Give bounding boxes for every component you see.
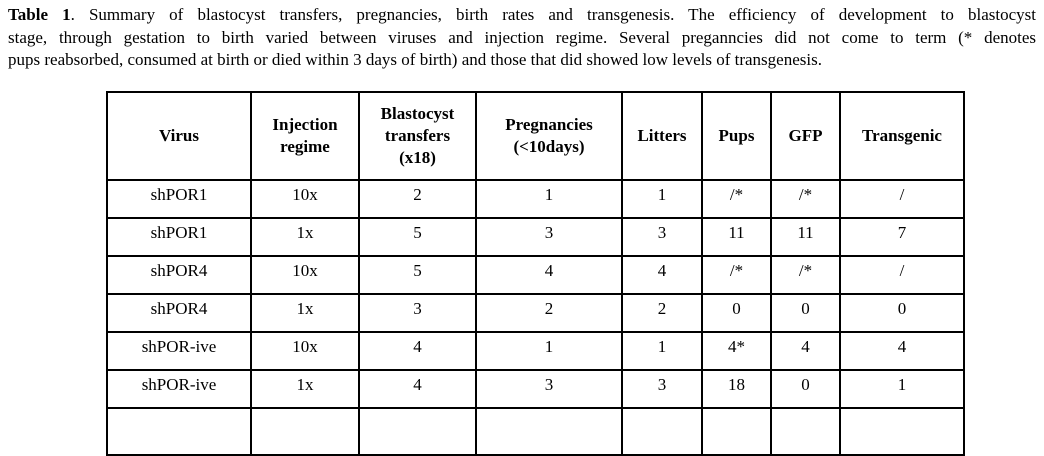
table-cell: 5 — [358, 255, 477, 295]
table-cell: 3 — [475, 217, 623, 257]
table-cell: 7 — [839, 217, 965, 257]
table-cell: 5 — [358, 217, 477, 257]
table-cell — [701, 407, 772, 456]
table-cell: 4 — [621, 255, 703, 295]
table-cell: 4 — [358, 331, 477, 371]
table-cell: / — [839, 179, 965, 219]
table-row: shPOR-ive 1x 4 3 3 18 0 1 — [106, 369, 965, 409]
table-cell: 1 — [475, 331, 623, 371]
summary-table: Virus Injection regime Blastocyst transf… — [106, 91, 965, 456]
table-cell: shPOR4 — [106, 255, 252, 295]
table-cell: 18 — [701, 369, 772, 409]
table-cell: 10x — [250, 255, 360, 295]
column-header-pregnancies: Pregnancies (<10days) — [475, 91, 623, 181]
column-header-litters: Litters — [621, 91, 703, 181]
table-cell: 11 — [701, 217, 772, 257]
summary-table-container: Virus Injection regime Blastocyst transf… — [106, 91, 965, 456]
table-row: shPOR1 10x 2 1 1 /* /* / — [106, 179, 965, 219]
column-header-injection-regime: Injection regime — [250, 91, 360, 181]
table-cell: 4 — [475, 255, 623, 295]
table-cell: 4* — [701, 331, 772, 371]
column-header-pups: Pups — [701, 91, 772, 181]
table-cell: / — [839, 255, 965, 295]
table-cell: /* — [701, 179, 772, 219]
table-cell: 0 — [770, 293, 841, 333]
table-cell: 1 — [475, 179, 623, 219]
header-row: Virus Injection regime Blastocyst transf… — [106, 91, 965, 181]
table-cell: 2 — [475, 293, 623, 333]
table-cell: shPOR1 — [106, 217, 252, 257]
table-row: shPOR4 1x 3 2 2 0 0 0 — [106, 293, 965, 333]
table-cell: 2 — [358, 179, 477, 219]
table-cell: shPOR1 — [106, 179, 252, 219]
table-cell — [250, 407, 360, 456]
column-header-transgenic: Transgenic — [839, 91, 965, 181]
caption-line-1: Table 1. Summary of blastocyst transfers… — [8, 4, 1036, 27]
column-header-blastocyst-transfers: Blastocyst transfers (x18) — [358, 91, 477, 181]
caption-line-3: pups reabsorbed, consumed at birth or di… — [8, 50, 822, 69]
caption-line-1-text: . Summary of blastocyst transfers, pregn… — [70, 5, 1036, 24]
table-cell — [839, 407, 965, 456]
table-cell: 1 — [839, 369, 965, 409]
table-cell: 11 — [770, 217, 841, 257]
table-cell: 0 — [839, 293, 965, 333]
table-cell: 0 — [701, 293, 772, 333]
table-cell: 1 — [621, 331, 703, 371]
table-row-partial — [106, 407, 965, 456]
table-row: shPOR1 1x 5 3 3 11 11 7 — [106, 217, 965, 257]
column-header-virus: Virus — [106, 91, 252, 181]
caption-line-2: stage, through gestation to birth varied… — [8, 27, 1036, 47]
table-cell: 4 — [839, 331, 965, 371]
table-cell: 1x — [250, 217, 360, 257]
table-row: shPOR-ive 10x 4 1 1 4* 4 4 — [106, 331, 965, 371]
table-cell: 2 — [621, 293, 703, 333]
table-cell: 3 — [475, 369, 623, 409]
table-cell: /* — [770, 179, 841, 219]
table-cell: 10x — [250, 331, 360, 371]
caption-table-label: Table 1 — [8, 5, 71, 24]
table-cell — [106, 407, 252, 456]
table-cell: 1 — [621, 179, 703, 219]
table-cell — [621, 407, 703, 456]
table-cell: shPOR-ive — [106, 369, 252, 409]
table-row: shPOR4 10x 5 4 4 /* /* / — [106, 255, 965, 295]
table-cell: 1x — [250, 369, 360, 409]
column-header-gfp: GFP — [770, 91, 841, 181]
table-cell: 4 — [358, 369, 477, 409]
table-cell: 1x — [250, 293, 360, 333]
table-cell: 3 — [621, 217, 703, 257]
table-cell: 0 — [770, 369, 841, 409]
table-cell: 10x — [250, 179, 360, 219]
table-caption: Table 1. Summary of blastocyst transfers… — [8, 4, 1036, 72]
table-cell: shPOR-ive — [106, 331, 252, 371]
table-cell — [475, 407, 623, 456]
table-cell: 3 — [621, 369, 703, 409]
table-cell: 3 — [358, 293, 477, 333]
table-cell — [358, 407, 477, 456]
table-cell: 4 — [770, 331, 841, 371]
table-cell: shPOR4 — [106, 293, 252, 333]
table-cell: /* — [770, 255, 841, 295]
table-cell — [770, 407, 841, 456]
table-cell: /* — [701, 255, 772, 295]
